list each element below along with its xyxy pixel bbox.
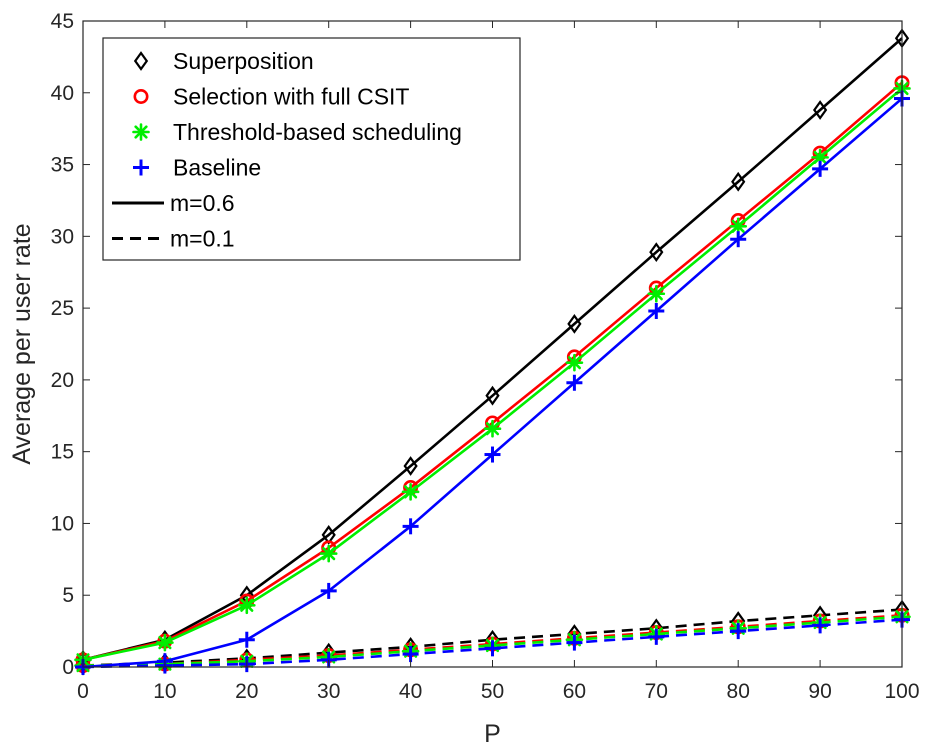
y-tick-label: 30 <box>51 225 74 248</box>
legend-entry: Selection with full CSIT <box>133 84 409 110</box>
data-point-asterisk <box>647 284 666 303</box>
data-point-asterisk <box>238 596 256 615</box>
data-point-plus <box>238 631 255 648</box>
series-line <box>82 615 903 667</box>
data-point-diamond <box>812 100 828 120</box>
legend-marker-diamond <box>133 51 149 71</box>
y-tick-label: 40 <box>51 82 74 105</box>
legend-label: Selection with full CSIT <box>173 84 409 110</box>
data-point-plus <box>402 646 419 663</box>
data-point-asterisk <box>319 544 338 563</box>
legend-marker-circle <box>133 89 149 105</box>
y-tick-label: 25 <box>51 297 74 320</box>
legend: Superposition Selection with full CSIT Thr… <box>102 37 521 261</box>
x-tick-label: 50 <box>481 680 504 703</box>
legend-entry: Baseline <box>133 155 261 181</box>
legend-entry: Superposition <box>133 48 314 74</box>
x-tick-label: 40 <box>399 680 422 703</box>
data-point-plus <box>812 160 829 177</box>
x-tick-label: 0 <box>77 680 89 703</box>
legend-label: m=0.1 <box>170 226 235 252</box>
data-point-plus <box>566 634 583 651</box>
series-line <box>82 608 903 667</box>
data-point-asterisk <box>565 353 584 372</box>
y-tick-label: 15 <box>51 441 74 464</box>
x-tick-label: 70 <box>645 680 668 703</box>
x-tick-label: 60 <box>563 680 586 703</box>
data-point-plus <box>402 518 419 535</box>
data-point-diamond <box>403 456 418 476</box>
x-axis-label: P <box>484 720 501 748</box>
data-point-asterisk <box>401 483 420 501</box>
legend-label: Threshold-based scheduling <box>173 119 462 145</box>
data-point-diamond <box>485 385 500 406</box>
y-axis-label: Average per user rate <box>8 223 36 464</box>
y-tick-label: 10 <box>51 512 74 535</box>
legend-label: m=0.6 <box>170 190 235 216</box>
data-point-plus <box>812 617 829 634</box>
legend-label: Baseline <box>173 155 261 181</box>
legend-label: Superposition <box>173 48 314 74</box>
y-tick-label: 45 <box>51 10 74 33</box>
data-point-asterisk <box>483 419 502 438</box>
data-point-diamond <box>649 242 664 263</box>
x-tick-label: 30 <box>317 680 340 703</box>
series-line <box>82 618 903 669</box>
data-point-plus <box>648 302 665 319</box>
data-point-diamond <box>731 171 746 192</box>
y-tick-label: 35 <box>51 154 74 177</box>
data-point-asterisk <box>156 633 174 652</box>
data-point-plus <box>648 628 665 645</box>
legend-entry: m=0.1 <box>112 226 235 252</box>
y-tick-label: 5 <box>62 584 74 607</box>
x-tick-label: 20 <box>235 680 258 703</box>
legend-marker-plus <box>133 159 149 176</box>
x-tick-label: 10 <box>153 680 176 703</box>
y-tick-label: 0 <box>62 656 74 679</box>
x-tick-label: 90 <box>808 680 831 703</box>
data-point-plus <box>730 623 747 640</box>
data-point-plus <box>320 582 337 599</box>
x-tick-label: 80 <box>727 680 750 703</box>
x-tick-label: 100 <box>884 680 919 703</box>
data-point-plus <box>484 446 501 463</box>
series-layer <box>74 28 911 676</box>
series-line <box>82 37 903 662</box>
legend-box <box>102 37 521 261</box>
series-threshold-based-scheduling-06 <box>74 79 911 669</box>
legend-entry: m=0.6 <box>112 190 235 216</box>
data-point-plus <box>484 640 501 657</box>
data-point-plus <box>730 231 747 248</box>
ticks-layer: 0 10 20 30 40 50 60 70 80 90 100 0 5 10 15 20 25 30 35 40 45 <box>51 10 920 703</box>
legend-entry: Threshold-based scheduling <box>132 119 462 145</box>
y-tick-label: 20 <box>51 369 74 392</box>
legend-marker-asterisk <box>132 123 150 141</box>
data-point-diamond <box>567 314 582 334</box>
data-point-plus <box>566 374 583 391</box>
